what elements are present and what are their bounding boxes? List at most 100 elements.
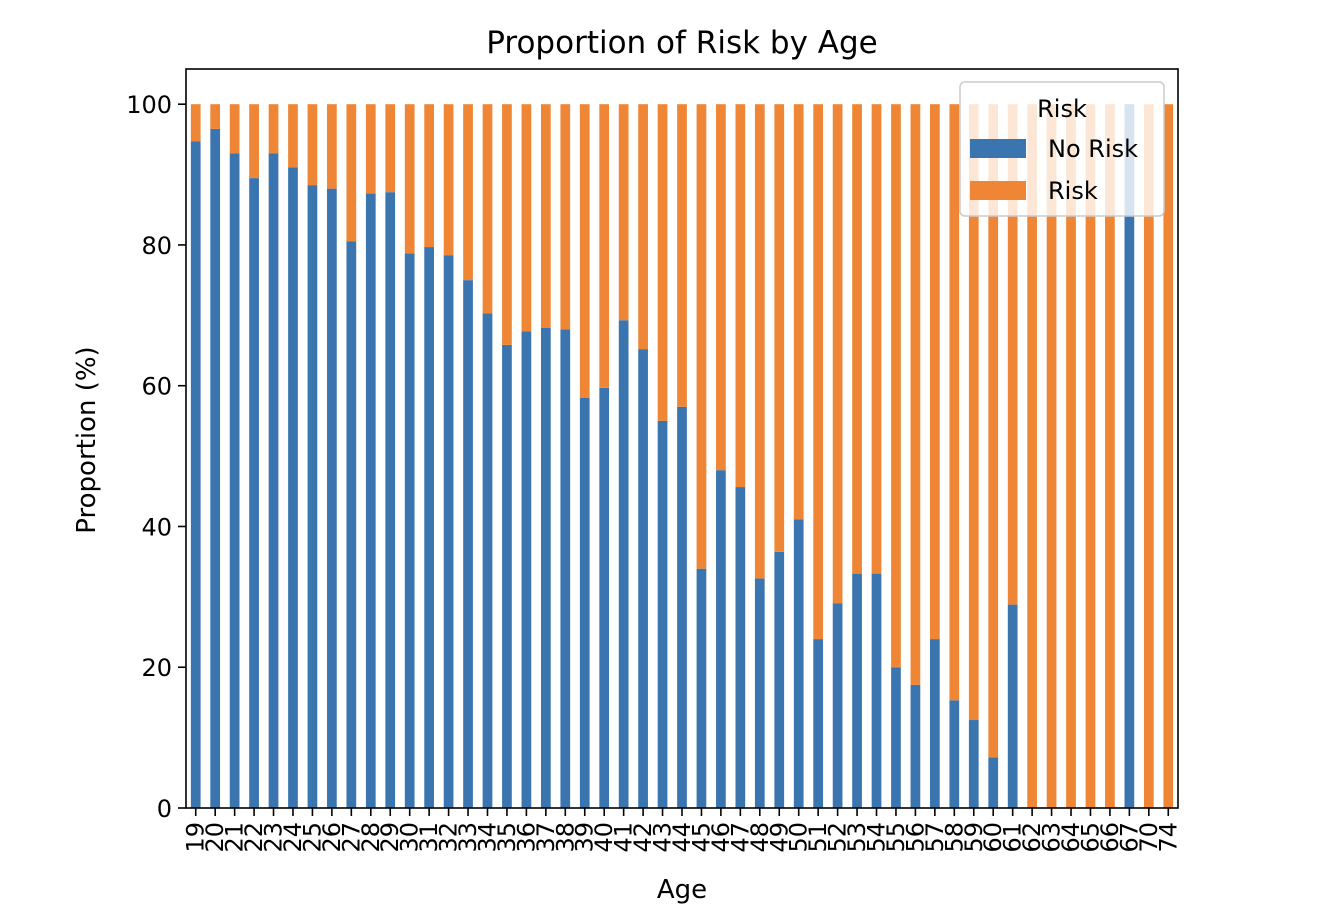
bar-risk-32 xyxy=(443,104,454,256)
x-tick-label: 43 xyxy=(649,822,677,853)
bar-risk-22 xyxy=(249,104,259,179)
bar-no-risk-58 xyxy=(949,700,960,808)
bar-no-risk-33 xyxy=(463,280,473,809)
bar-risk-63 xyxy=(1046,104,1057,808)
x-tick-label: 74 xyxy=(1154,822,1182,853)
x-tick-label: 33 xyxy=(454,822,482,853)
bar-risk-21 xyxy=(229,104,240,154)
x-tick-label: 32 xyxy=(435,822,463,853)
legend-label-no-risk: No Risk xyxy=(1048,135,1138,163)
x-tick-label: 23 xyxy=(260,822,288,853)
bar-no-risk-32 xyxy=(443,255,454,808)
bar-risk-61 xyxy=(1007,104,1018,605)
x-tick-label: 34 xyxy=(473,822,501,853)
x-tick-label: 26 xyxy=(318,822,346,853)
legend-title: Risk xyxy=(1037,95,1087,123)
bar-risk-70 xyxy=(1143,104,1154,808)
x-tick-label: 45 xyxy=(687,822,715,853)
x-tick-label: 40 xyxy=(590,822,618,853)
bar-no-risk-47 xyxy=(735,487,746,808)
bar-no-risk-29 xyxy=(385,192,396,808)
axes-layer: 0204060801001920212223242526272829303132… xyxy=(126,68,1182,853)
bar-no-risk-43 xyxy=(657,420,668,808)
bar-no-risk-57 xyxy=(930,639,940,808)
bar-risk-24 xyxy=(288,104,298,168)
x-tick-label: 20 xyxy=(201,822,229,853)
bar-no-risk-34 xyxy=(482,313,493,808)
bar-risk-29 xyxy=(385,104,396,193)
bar-no-risk-50 xyxy=(793,519,804,808)
x-tick-label: 38 xyxy=(551,822,579,853)
bar-no-risk-40 xyxy=(599,387,610,808)
bar-no-risk-23 xyxy=(268,153,279,808)
bar-no-risk-38 xyxy=(560,329,571,808)
x-axis-label: Age xyxy=(657,875,707,905)
x-tick-label: 53 xyxy=(843,822,871,853)
bar-no-risk-20 xyxy=(210,128,221,809)
bar-risk-23 xyxy=(268,104,279,154)
bar-no-risk-24 xyxy=(288,167,298,809)
x-tick-label: 57 xyxy=(921,822,949,853)
bar-no-risk-52 xyxy=(832,603,843,808)
bar-risk-55 xyxy=(891,104,901,668)
legend-swatch-no-risk xyxy=(970,139,1026,158)
x-tick-label: 58 xyxy=(940,822,968,853)
bar-no-risk-22 xyxy=(249,178,259,809)
x-tick-label: 65 xyxy=(1076,822,1104,853)
chart-title: Proportion of Risk by Age xyxy=(486,25,877,61)
bar-risk-39 xyxy=(579,104,590,398)
bar-risk-58 xyxy=(949,104,960,701)
bar-risk-57 xyxy=(930,104,940,640)
bar-risk-51 xyxy=(813,104,824,640)
x-tick-label: 50 xyxy=(785,822,813,853)
x-tick-label: 24 xyxy=(279,822,307,853)
x-tick-label: 54 xyxy=(863,822,891,853)
bar-no-risk-49 xyxy=(774,551,785,808)
bar-risk-49 xyxy=(774,104,785,552)
bar-no-risk-25 xyxy=(307,185,318,809)
x-tick-label: 19 xyxy=(182,822,210,853)
bar-risk-45 xyxy=(696,104,707,569)
bar-no-risk-46 xyxy=(716,470,726,808)
bar-no-risk-67 xyxy=(1124,104,1135,808)
bar-risk-19 xyxy=(190,104,201,142)
bar-risk-50 xyxy=(793,104,804,520)
x-tick-label: 62 xyxy=(1018,822,1046,853)
bar-risk-59 xyxy=(968,104,979,721)
bar-risk-36 xyxy=(521,104,532,332)
bar-no-risk-54 xyxy=(871,573,882,808)
bar-no-risk-51 xyxy=(813,639,824,808)
bar-no-risk-56 xyxy=(910,684,921,808)
bar-no-risk-45 xyxy=(696,568,707,808)
x-tick-label: 36 xyxy=(512,822,540,853)
bar-risk-53 xyxy=(852,104,862,574)
bar-no-risk-21 xyxy=(229,153,240,808)
legend: Risk No Risk Risk xyxy=(959,81,1165,217)
x-tick-label: 25 xyxy=(298,822,326,853)
x-tick-label: 56 xyxy=(901,822,929,853)
bar-risk-34 xyxy=(482,104,493,314)
x-tick-label: 31 xyxy=(415,822,443,853)
x-tick-label: 70 xyxy=(1135,822,1163,853)
legend-label-risk: Risk xyxy=(1048,177,1098,205)
bar-no-risk-31 xyxy=(424,247,434,808)
x-tick-label: 46 xyxy=(707,822,735,853)
y-tick-label: 40 xyxy=(141,513,172,541)
y-tick-label: 60 xyxy=(141,373,172,401)
bar-risk-62 xyxy=(1027,104,1037,808)
x-tick-label: 63 xyxy=(1038,822,1066,853)
bar-risk-56 xyxy=(910,104,921,685)
x-tick-label: 51 xyxy=(804,822,832,853)
bar-risk-43 xyxy=(657,104,668,421)
y-tick-label: 80 xyxy=(141,232,172,260)
x-tick-label: 52 xyxy=(824,822,852,853)
bar-no-risk-30 xyxy=(404,253,415,809)
x-tick-label: 66 xyxy=(1096,822,1124,853)
bar-no-risk-42 xyxy=(638,349,648,808)
bar-no-risk-41 xyxy=(618,320,629,808)
bar-risk-74 xyxy=(1163,104,1174,808)
bar-risk-38 xyxy=(560,104,571,330)
bar-risk-27 xyxy=(346,104,357,242)
